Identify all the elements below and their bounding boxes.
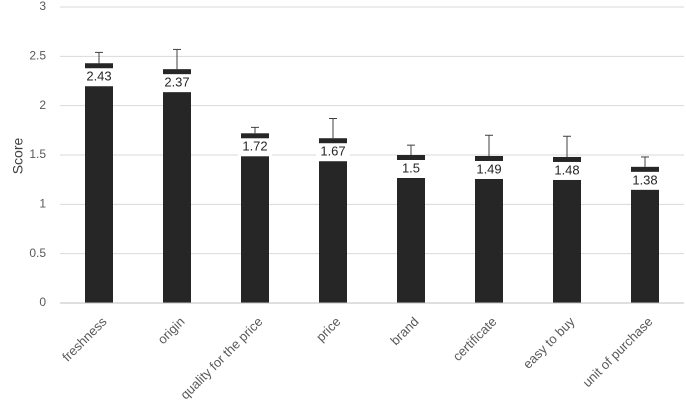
bar (475, 155, 503, 303)
bar (319, 138, 347, 303)
data-labels: 2.43 2.37 1.72 1.67 1.5 1.49 1.48 1.38 (82, 68, 662, 190)
bars (85, 63, 659, 303)
gridlines (60, 6, 684, 255)
x-category-label: certificate (450, 314, 500, 364)
y-tick-label: 1.5 (29, 147, 46, 161)
x-category-label: unit of purchase (580, 314, 656, 390)
data-label: 1.48 (554, 162, 579, 177)
x-category-label: easy to buy (520, 314, 578, 372)
data-label: 2.37 (164, 75, 189, 90)
x-category-label: freshness (59, 314, 110, 365)
data-label: 1.5 (402, 160, 420, 175)
y-tick-label: 3 (39, 0, 46, 13)
data-label-background (628, 171, 662, 190)
data-label: 1.67 (320, 144, 345, 159)
y-tick-label: 1 (39, 197, 46, 211)
bar (85, 63, 113, 303)
data-label: 1.72 (242, 139, 267, 154)
error-bars (95, 48, 649, 167)
data-label: 2.43 (86, 69, 111, 84)
x-category-label: quality for the price (177, 314, 265, 402)
x-category-label: origin (154, 314, 187, 347)
data-label: 1.49 (476, 161, 501, 176)
y-tick-label: 2.5 (29, 49, 46, 63)
data-label-background (160, 74, 194, 93)
y-axis-ticks: 0 0.5 1 1.5 2 2.5 3 (29, 0, 46, 309)
data-label-background (82, 68, 116, 87)
y-axis-title: Score (10, 138, 26, 175)
data-label-background (238, 138, 272, 157)
bar (241, 133, 269, 303)
x-category-label: brand (387, 314, 421, 348)
bar (397, 155, 425, 303)
data-label-background (550, 161, 584, 180)
data-label: 1.38 (632, 172, 657, 187)
y-tick-label: 2 (39, 98, 46, 112)
data-label-background (394, 160, 428, 178)
y-tick-label: 0 (39, 295, 46, 309)
bar (553, 156, 581, 303)
x-category-label: price (313, 314, 344, 345)
data-label-background (472, 160, 506, 179)
bar (163, 69, 191, 303)
data-label-background (316, 143, 350, 162)
y-tick-label: 0.5 (29, 246, 46, 260)
